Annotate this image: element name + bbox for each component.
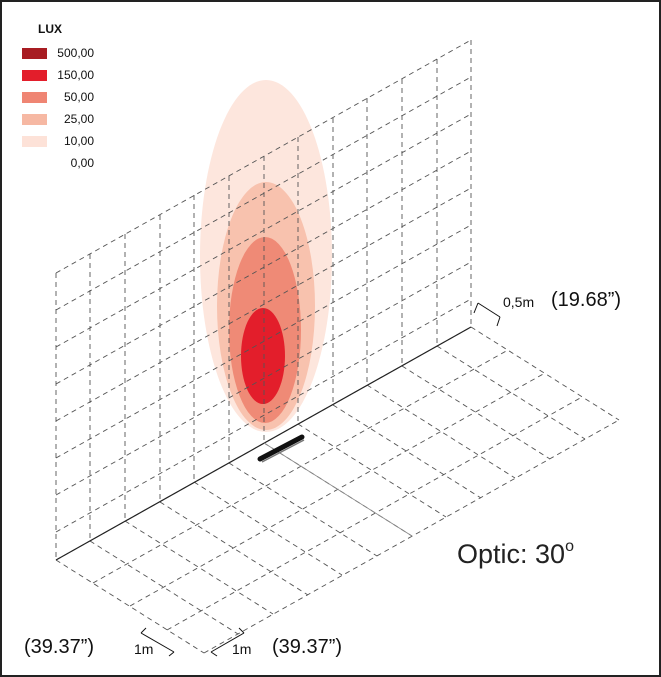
legend-swatch-10 <box>22 135 47 147</box>
legend-label: 500,00 <box>57 46 94 60</box>
light-fixture <box>257 434 305 463</box>
wall-floor-edge <box>55 326 472 561</box>
legend-title: LUX <box>38 22 62 36</box>
lux-legend: LUX 500,00 150,00 50,00 25,00 10,00 0,00 <box>22 22 94 174</box>
height-dimension-line <box>477 302 501 318</box>
legend-label: 150,00 <box>57 68 94 82</box>
legend-label: 10,00 <box>63 134 94 148</box>
dimension-arrows <box>140 302 501 657</box>
zone-150-lux <box>241 308 285 404</box>
vertical-grid <box>55 39 472 560</box>
legend-swatch-25 <box>22 113 47 125</box>
legend-swatch-50 <box>22 91 47 103</box>
legend-item: 0,00 <box>22 152 94 174</box>
height-dimension-label: 0,5m <box>503 294 535 310</box>
left-dimension-label: 1m <box>134 641 154 657</box>
legend-label: 0,00 <box>70 156 94 170</box>
legend-label: 25,00 <box>63 112 94 126</box>
right-dimension-label: 1m <box>232 641 252 657</box>
right-dimension-line <box>210 632 245 653</box>
legend-item: 150,00 <box>22 64 94 86</box>
legend-item: 500,00 <box>22 42 94 64</box>
optic-text: Optic: 30 <box>457 539 566 569</box>
legend-item: 25,00 <box>22 108 94 130</box>
legend-item: 10,00 <box>22 130 94 152</box>
right-dimension-inches: (39.37”) <box>272 636 343 658</box>
floor-grid <box>55 326 620 654</box>
legend-swatch-500 <box>22 47 47 59</box>
legend-swatch-150 <box>22 69 47 81</box>
left-dimension-inches: (39.37”) <box>24 636 95 658</box>
legend-item: 50,00 <box>22 86 94 108</box>
legend-swatch-0 <box>22 157 47 169</box>
height-dimension-inches: (19.68”) <box>551 289 622 311</box>
isolux-zones <box>200 80 332 432</box>
optic-label: Optic: 30o <box>457 538 574 570</box>
legend-label: 50,00 <box>63 90 94 104</box>
optic-degree: o <box>565 538 574 555</box>
left-dimension-line <box>140 632 175 653</box>
